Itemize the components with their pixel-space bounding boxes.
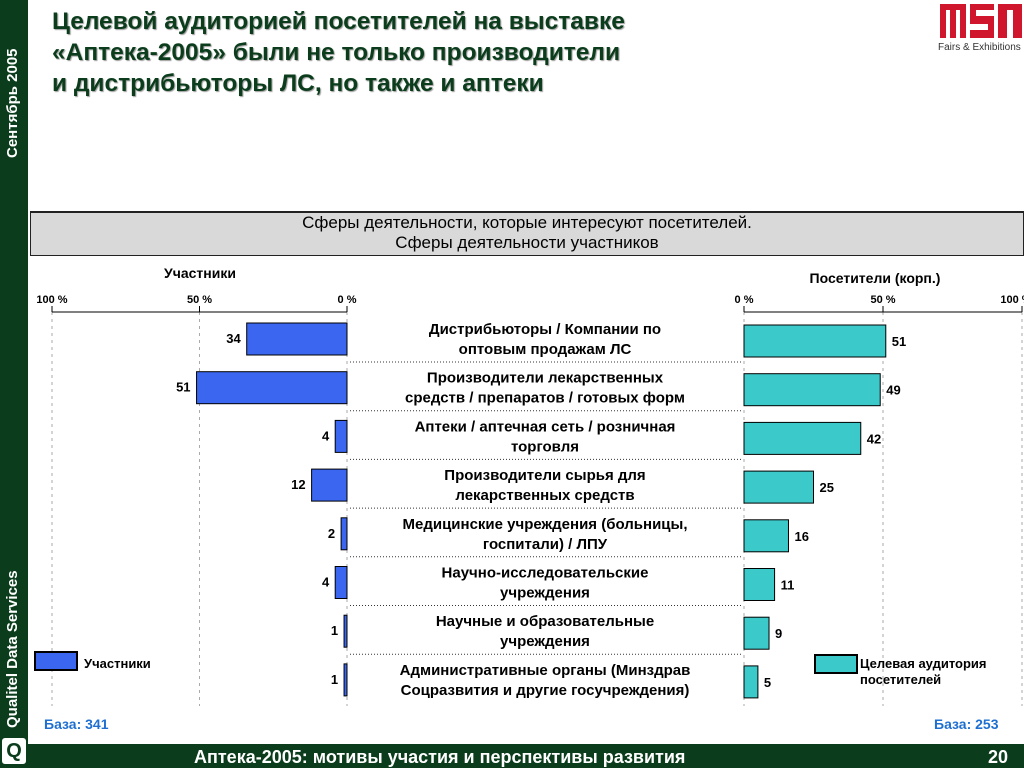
category-label: Научные и образовательные [436, 613, 654, 630]
data-label-visitors: 11 [781, 578, 795, 593]
category-label: Производители сырья для [444, 467, 645, 484]
data-label-participants: 34 [226, 331, 241, 346]
left-tick-label: 50 % [187, 294, 212, 306]
company-logo-q: Q [2, 738, 26, 764]
data-label-visitors: 51 [892, 334, 906, 349]
category-label: торговля [511, 438, 579, 455]
bar-participants [334, 566, 348, 599]
category-label: Дистрибьюторы / Компании по [429, 321, 661, 338]
bar-visitors [743, 519, 789, 553]
category-label: Соцразвития и другие госучреждения) [401, 682, 690, 699]
data-label-visitors: 25 [820, 480, 834, 495]
legend-label-visitors-line: Целевая аудитория [860, 656, 987, 671]
header-line-2: Сферы деятельности участников [395, 233, 659, 252]
category-label: госпитали) / ЛПУ [483, 536, 608, 553]
data-label-visitors: 9 [775, 626, 782, 641]
right-tick-label: 50 % [870, 294, 895, 306]
bar-participants [343, 663, 348, 697]
data-label-participants: 1 [331, 623, 338, 638]
category-label: Аптеки / аптечная сеть / розничная [415, 418, 676, 435]
data-label-visitors: 16 [794, 529, 808, 544]
sidebar: Сентябрь 2005 Qualitel Data Services Q [0, 0, 28, 768]
bar-visitors [743, 324, 887, 358]
legend-label-participants: Участники [84, 656, 151, 671]
bar-participants [246, 322, 348, 356]
data-label-visitors: 5 [764, 675, 771, 690]
category-label: Медицинские учреждения (больницы, [403, 516, 688, 533]
legend-label-visitors-line: посетителей [860, 672, 942, 687]
category-label: средств / препаратов / готовых форм [405, 390, 685, 407]
bar-participants [311, 468, 348, 502]
left-tick-label: 0 % [338, 294, 357, 306]
right-tick-label: 0 % [735, 294, 754, 306]
category-label: оптовым продажам ЛС [459, 341, 632, 358]
base-visitors: База: 253 [934, 716, 999, 732]
base-participants: База: 341 [44, 716, 109, 732]
data-label-visitors: 42 [867, 431, 881, 446]
chart-header-box: Сферы деятельности, которые интересуют п… [30, 211, 1024, 256]
legend-label-visitors: Целевая аудитория посетителей [860, 656, 986, 688]
right-panel-title: Посетители (корп.) [810, 270, 941, 286]
bar-visitors [743, 568, 776, 601]
title-line: и дистрибьюторы ЛС, но также и аптеки [52, 70, 544, 97]
footer-title: Аптека-2005: мотивы участия и перспектив… [194, 747, 686, 767]
title-line: Целевой аудиторией посетителей на выстав… [52, 8, 625, 35]
title-line: «Аптека-2005» были не только производите… [52, 39, 621, 66]
logo-caption: Fairs & Exhibitions [938, 42, 1021, 53]
left-tick-label: 100 % [36, 294, 67, 306]
page-title: Целевой аудиторией посетителей на выстав… [52, 6, 792, 99]
category-label: Административные органы (Минздрав [400, 662, 691, 679]
data-label-participants: 2 [328, 526, 335, 541]
category-label: Производители лекарственных [427, 370, 664, 387]
data-label-participants: 4 [322, 575, 330, 590]
left-panel-title: Участники [164, 265, 236, 281]
right-tick-label: 100 % [1000, 294, 1024, 306]
data-label-visitors: 49 [886, 383, 900, 398]
bar-participants [340, 517, 348, 551]
page-number: 20 [987, 747, 1008, 767]
data-label-participants: 51 [176, 380, 190, 395]
bar-participants [334, 419, 348, 453]
bar-visitors [743, 665, 759, 699]
category-label: учреждения [500, 633, 590, 650]
category-label: лекарственных средств [455, 487, 634, 504]
bar-visitors [743, 373, 881, 407]
data-label-participants: 4 [322, 428, 330, 443]
butterfly-bar-chart: Участники Посетители (корп.) 100 % 50 % 0 % 0… [36, 265, 1024, 706]
bar-visitors [743, 421, 862, 455]
legend-swatch-participants [34, 651, 78, 671]
category-label: Научно-исследовательские [442, 565, 649, 582]
footer-bar: Аптека-2005: мотивы участия и перспектив… [28, 744, 1024, 768]
data-label-participants: 12 [291, 477, 305, 492]
category-label: учреждения [500, 585, 590, 602]
header-line-1: Сферы деятельности, которые интересуют п… [302, 213, 752, 232]
bar-visitors [743, 470, 814, 504]
bar-visitors [743, 616, 770, 650]
data-label-participants: 1 [331, 672, 338, 687]
msi-logo [940, 4, 1022, 38]
legend-swatch-visitors [814, 654, 858, 674]
bar-participants [196, 371, 348, 405]
bar-participants [343, 614, 348, 648]
